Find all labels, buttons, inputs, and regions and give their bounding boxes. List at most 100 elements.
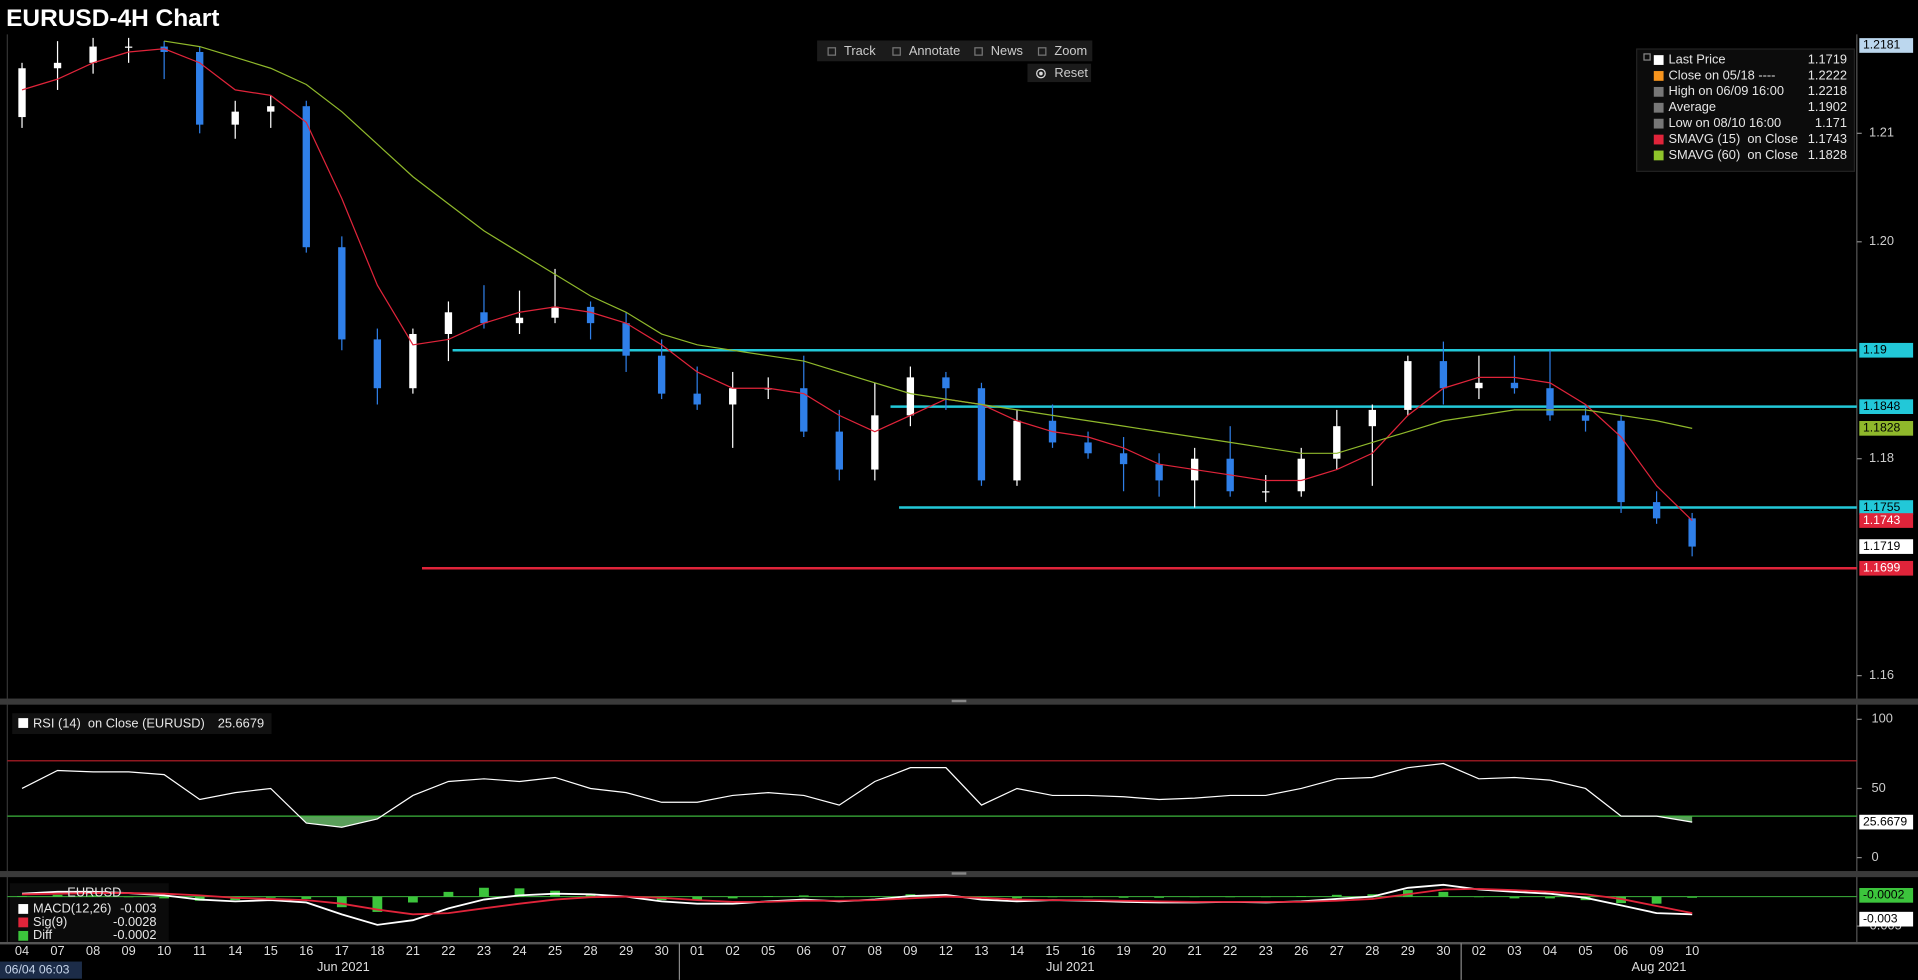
- diff-bar: [443, 891, 454, 897]
- toolbar-button[interactable]: News: [991, 43, 1023, 58]
- toolbar-button[interactable]: Track: [844, 43, 876, 58]
- candle-body: [196, 51, 204, 125]
- price-tag: [1859, 38, 1914, 53]
- sma-line: [21, 48, 1693, 522]
- rsi-line: [21, 762, 1693, 828]
- x-tick-label: 06: [797, 943, 811, 958]
- rsi-tag: [1859, 814, 1914, 830]
- candle-body: [231, 111, 239, 125]
- macd-tag-label: -0.003: [1863, 911, 1898, 925]
- legend-collapse[interactable]: [1643, 53, 1651, 61]
- diff-bar: [869, 896, 880, 897]
- legend-label: High on 06/09 16:00: [1668, 83, 1784, 98]
- diff-bar: [1012, 896, 1022, 899]
- rsi-tag-label: 25.6679: [1863, 814, 1907, 828]
- y-tick-label: 1.18: [1869, 450, 1894, 465]
- legend-swatch: [1653, 71, 1664, 81]
- candle-body: [657, 355, 666, 394]
- diff-bar: [1296, 896, 1307, 897]
- reset-label[interactable]: Reset: [1054, 65, 1088, 80]
- diff-bar: [514, 888, 525, 897]
- candle-body: [942, 377, 950, 389]
- level-tag-label: 1.1848: [1863, 399, 1901, 413]
- diff-bar: [52, 894, 63, 897]
- candle-body: [906, 377, 915, 416]
- diff-bar: [1402, 890, 1413, 897]
- level-tag: [1859, 560, 1914, 576]
- candle-body: [1510, 382, 1519, 389]
- divider-handle[interactable]: [951, 872, 967, 875]
- diff-bar: [408, 896, 418, 903]
- x-group-label: Jul 2021: [1046, 959, 1095, 974]
- legend-value: 1.1719: [1808, 51, 1847, 66]
- x-tick-label: 15: [264, 943, 278, 958]
- toolbar-items: Track Annotate News Zoom: [827, 43, 1087, 58]
- diff-bar: [17, 896, 27, 897]
- candle-body: [871, 415, 879, 470]
- reset-icon: [1036, 68, 1046, 79]
- x-tick-label: 14: [1010, 943, 1024, 958]
- toolbar-button[interactable]: Annotate: [909, 43, 960, 58]
- x-tick-label: 23: [477, 943, 491, 958]
- toolbar-button[interactable]: Zoom: [1054, 43, 1087, 58]
- candle-body: [53, 62, 62, 69]
- x-tick-label: 27: [1330, 943, 1344, 958]
- y-tick-label: 1.16: [1869, 667, 1894, 682]
- divider-handle[interactable]: [951, 699, 967, 703]
- x-tick-label: 28: [583, 943, 597, 958]
- x-tick-label: 21: [406, 943, 420, 958]
- legend-label: SMAVG (60) on Close: [1668, 147, 1798, 162]
- diff-bar: [1474, 896, 1484, 898]
- x-tick-label: 20: [1152, 943, 1166, 958]
- diff-bar: [1367, 894, 1378, 897]
- level-tag: [1859, 342, 1914, 358]
- legend-label: Average: [1668, 99, 1716, 114]
- timestamp: 06/04 06:03: [5, 962, 70, 976]
- diff-bar: [1189, 896, 1200, 898]
- level-tag-label: 1.1699: [1863, 560, 1901, 574]
- diff-bar: [727, 896, 738, 899]
- macd-legend-value: -0.0028: [113, 914, 157, 929]
- macd-swatch: [18, 904, 29, 914]
- diff-bar: [372, 896, 383, 912]
- last-price-tag: [1859, 539, 1914, 554]
- candle-body: [444, 312, 453, 334]
- x-tick-label: 14: [228, 943, 242, 958]
- diff-bar: [479, 887, 489, 897]
- diff-bar: [1047, 896, 1058, 898]
- candle-body: [302, 106, 310, 248]
- diff-bar: [159, 896, 170, 899]
- x-tick-label: 26: [1294, 943, 1308, 958]
- x-tick-label: 04: [15, 943, 29, 958]
- candle-body: [1333, 426, 1341, 459]
- x-tick-label: 01: [690, 943, 704, 958]
- diff-bar: [88, 895, 98, 897]
- x-tick-label: 17: [335, 943, 349, 958]
- last-price-tag-label: 1.1719: [1863, 539, 1901, 553]
- level-tag: [1859, 399, 1914, 414]
- x-tick-label: 02: [1472, 943, 1486, 958]
- macd-legend-value: -0.003: [120, 900, 156, 915]
- legend-swatch: [1653, 86, 1664, 97]
- legend-value: 1.2222: [1808, 67, 1847, 82]
- candle-body: [977, 388, 986, 481]
- x-tick-label: 10: [1685, 943, 1699, 958]
- x-tick-label: 07: [832, 943, 846, 958]
- price-tag-label: 1.2181: [1863, 38, 1901, 52]
- level-tag: [1859, 500, 1914, 515]
- sma-tag-label: 1.1828: [1863, 421, 1901, 435]
- legend-label: Last Price: [1668, 51, 1725, 66]
- diff-bar: [1260, 896, 1271, 898]
- x-tick-label: 22: [441, 943, 455, 958]
- macd-title: EURUSD: [67, 884, 121, 899]
- sma-tag-label: 1.1743: [1863, 513, 1901, 527]
- rsi-title: RSI (14) on Close (EURUSD): [33, 716, 205, 731]
- candle-body: [835, 431, 843, 470]
- candle-body: [18, 68, 26, 118]
- diff-bar: [1438, 891, 1449, 897]
- candle-body: [1617, 420, 1625, 503]
- diff-bar: [336, 896, 347, 908]
- legend-label: Close on 05/18 ----: [1668, 67, 1775, 82]
